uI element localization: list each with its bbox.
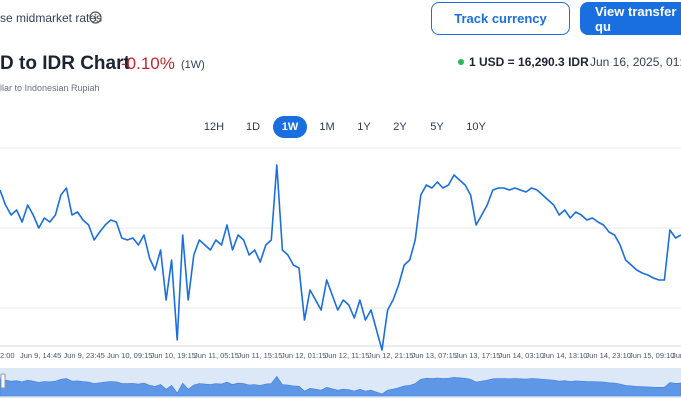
x-tick-label: Jun 13, 17:15 (455, 351, 500, 360)
timestamp: Jun 16, 2025, 01:0 (590, 55, 681, 69)
change: -0.10% (121, 54, 175, 73)
navigator-area (0, 375, 681, 397)
period-button[interactable]: 10Y (466, 121, 486, 133)
x-tick-label: Jun 14, 03:10 (499, 351, 544, 360)
x-tick-label: Jun 14, 23:10 (586, 351, 631, 360)
period-button[interactable]: 1M (319, 121, 335, 133)
period-button[interactable]: 5Y (430, 121, 444, 133)
x-tick-label: Jun 11, 15:15 (238, 351, 283, 360)
price-line (0, 164, 681, 351)
x-tick-label: Jun 15, 09:10 (629, 351, 674, 360)
rates-link[interactable]: se midmarket rates (0, 11, 103, 25)
x-tick-label: Jun 10, 09:15 (107, 351, 152, 360)
period-button[interactable]: 1W (273, 116, 307, 138)
info-icon[interactable] (89, 11, 102, 24)
period-button[interactable]: 1Y (357, 121, 371, 133)
chart-title: D to IDR Chart (0, 53, 130, 74)
x-tick-label: Jun 9, 14:45 (20, 351, 61, 360)
x-tick-label: 2:00 (0, 351, 15, 360)
x-tick-label: Jun 11, 05:15 (194, 351, 239, 360)
x-tick-label: Jun 10, 19:15 (151, 351, 196, 360)
x-tick-label: Jun (672, 351, 681, 360)
x-tick-label: Jun 13, 07:15 (412, 351, 457, 360)
track-button[interactable]: Track currency (431, 2, 570, 35)
period-button[interactable]: 12H (203, 121, 225, 133)
subtitle: llar to Indonesian Rupiah (0, 83, 100, 93)
x-tick-label: Jun 14, 13:10 (542, 351, 587, 360)
rate: 1 USD = 16,290.3 IDR (469, 55, 589, 69)
x-tick-label: Jun 12, 11:15 (325, 351, 370, 360)
navigator-handle (0, 373, 6, 389)
period: (1W) (181, 59, 205, 71)
x-tick-label: Jun 9, 23:45 (64, 351, 105, 360)
x-tick-label: Jun 12, 21:15 (368, 351, 413, 360)
period-button[interactable]: 2Y (393, 121, 407, 133)
x-tick-label: Jun 12, 01:15 (281, 351, 326, 360)
transfer-button[interactable]: View transfer qu (580, 2, 681, 35)
period-button[interactable]: 1D (245, 121, 261, 133)
live-dot (458, 59, 464, 65)
